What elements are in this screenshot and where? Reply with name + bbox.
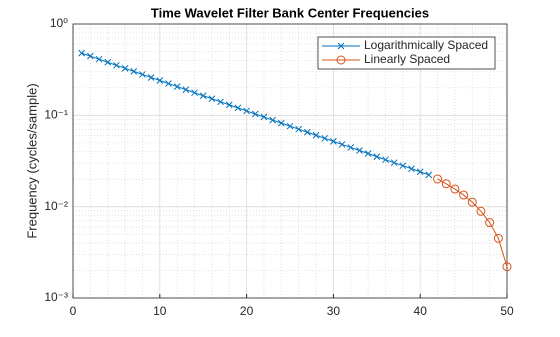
plot-area [73, 24, 507, 298]
marker [408, 165, 415, 173]
legend-label: Linearly Spaced [364, 52, 450, 66]
marker [199, 92, 207, 100]
marker [356, 147, 363, 154]
marker [364, 150, 372, 157]
marker [476, 206, 486, 216]
marker [243, 107, 250, 115]
marker [104, 58, 112, 66]
legend-marker [337, 42, 345, 50]
marker [139, 71, 146, 78]
marker [450, 184, 460, 194]
marker [485, 218, 495, 228]
marker [295, 125, 303, 133]
marker [347, 144, 355, 151]
marker [493, 233, 503, 243]
y-tick-label: 10⁰ [50, 16, 68, 30]
axes-box [72, 23, 508, 299]
marker [321, 134, 329, 142]
marker [191, 89, 198, 97]
marker [165, 80, 172, 87]
marker [312, 131, 320, 139]
y-axis-label: Frequency (cycles/sample) [24, 83, 39, 238]
marker [467, 197, 477, 207]
marker [304, 128, 311, 136]
marker [330, 137, 337, 145]
marker [390, 159, 398, 167]
x-tick-label: 40 [414, 304, 428, 318]
line [437, 178, 508, 267]
y-tick-label: 10⁻¹ [44, 108, 68, 122]
marker [234, 104, 242, 112]
marker [269, 116, 276, 124]
legend-box [317, 36, 496, 70]
marker [87, 52, 94, 60]
marker [416, 168, 424, 176]
x-tick-label: 30 [327, 304, 341, 318]
marker [147, 74, 155, 81]
marker [399, 162, 407, 170]
legend-label: Logarithmically Spaced [364, 38, 488, 52]
marker [113, 61, 120, 69]
marker [433, 174, 443, 184]
x-tick-label: 0 [70, 304, 77, 318]
marker [173, 83, 181, 90]
marker [95, 55, 103, 63]
marker [441, 179, 451, 189]
marker [286, 122, 294, 130]
marker [382, 156, 389, 164]
marker [217, 98, 224, 106]
chart-title: Time Wavelet Filter Bank Center Frequenc… [151, 5, 429, 20]
y-tick-label: 10⁻³ [44, 290, 68, 304]
x-tick-label: 20 [240, 304, 254, 318]
x-tick-label: 10 [153, 304, 167, 318]
marker [130, 68, 138, 75]
marker [425, 171, 433, 179]
marker [182, 86, 190, 93]
marker [78, 49, 86, 57]
marker [251, 110, 259, 118]
x-tick-label: 50 [500, 304, 514, 318]
legend-marker [336, 55, 346, 65]
y-tick-label: 10⁻² [44, 199, 68, 213]
marker [260, 113, 268, 121]
marker [156, 77, 164, 84]
marker [225, 101, 233, 109]
marker [121, 64, 129, 72]
marker [208, 95, 216, 103]
marker [459, 190, 469, 200]
marker [338, 141, 346, 148]
marker [373, 153, 381, 160]
marker [277, 119, 285, 127]
marker [502, 262, 512, 272]
